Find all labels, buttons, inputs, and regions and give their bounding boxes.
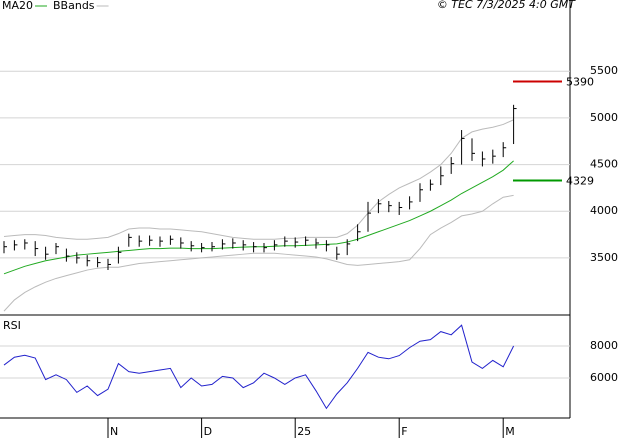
x-tick-label: N — [110, 425, 118, 438]
y-tick-label: 8000 — [590, 339, 618, 352]
x-tick-label: 25 — [297, 425, 311, 438]
y-tick-label: 4500 — [590, 158, 618, 171]
y-tick-label: 6000 — [590, 371, 618, 384]
x-tick-label: F — [401, 425, 407, 438]
ma-line — [3, 160, 514, 275]
y-tick-label: 4000 — [590, 204, 618, 217]
y-tick-label: 5500 — [590, 64, 618, 77]
y-tick-label: 5000 — [590, 111, 618, 124]
level-label: 4329 — [566, 175, 594, 188]
source: © TEC 7/3/2025 4:0 GMT — [437, 0, 576, 11]
x-tick-label: M — [505, 425, 515, 438]
legend-label: BBands — [53, 0, 95, 12]
x-tick-label: D — [204, 425, 212, 438]
level-label: 5390 — [566, 75, 594, 88]
rsi-line — [3, 324, 515, 410]
panel-title: RSI — [3, 319, 21, 332]
band-upper — [3, 119, 514, 240]
legend-label: MA20 — [2, 0, 33, 12]
band-lower — [3, 194, 514, 312]
y-tick-label: 3500 — [590, 251, 618, 264]
